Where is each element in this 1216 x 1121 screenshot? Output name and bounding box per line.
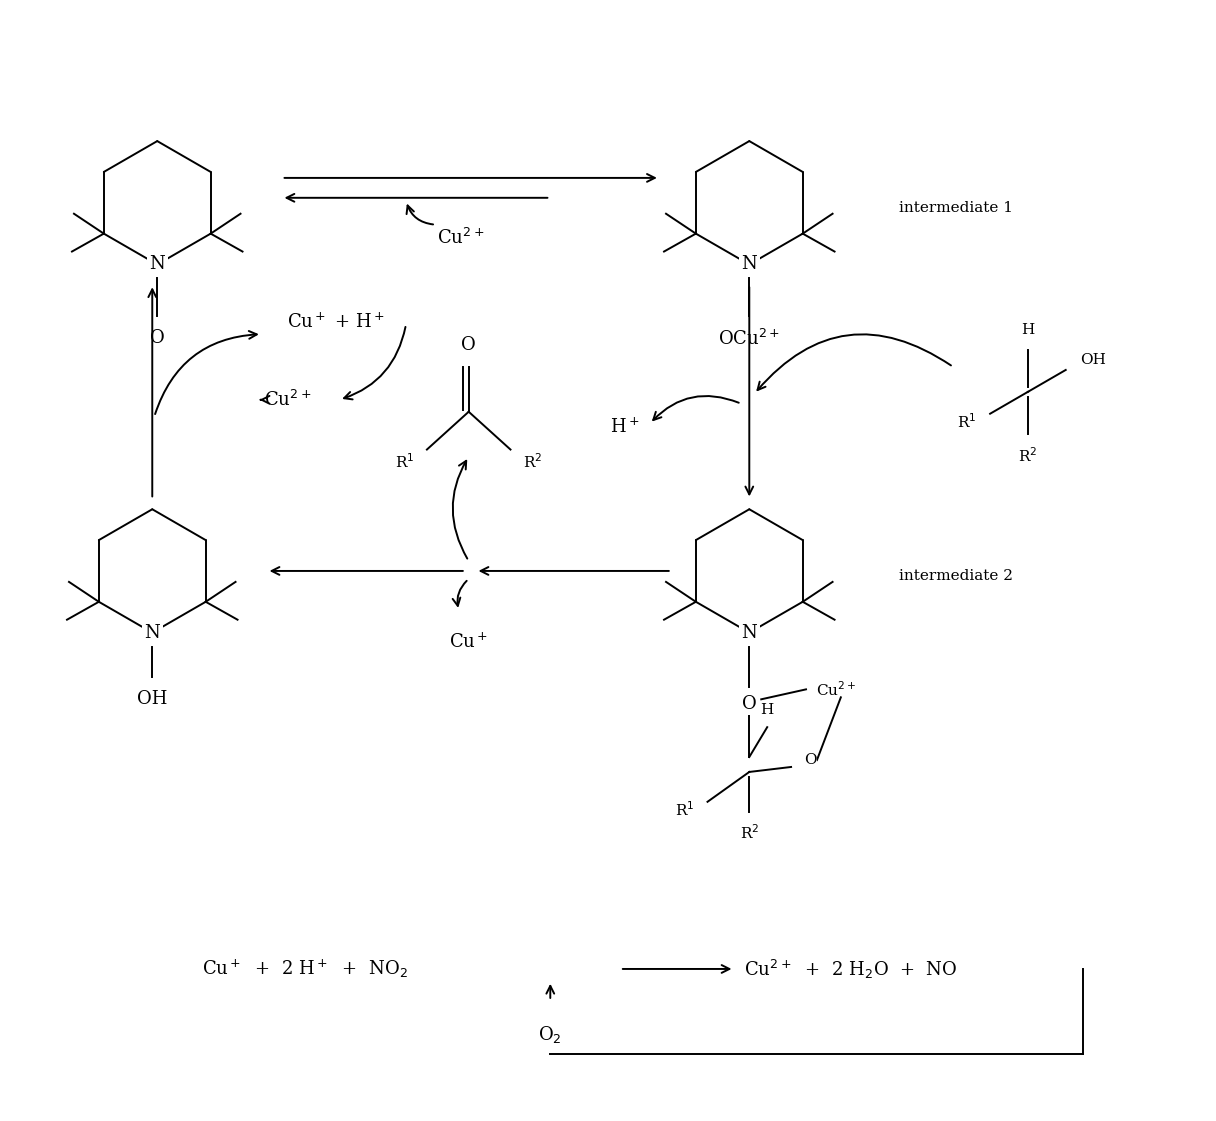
Text: N: N	[150, 256, 165, 274]
Text: H: H	[760, 703, 773, 717]
Text: R$^2$: R$^2$	[739, 824, 759, 842]
Text: H$^+$: H$^+$	[610, 417, 640, 436]
Text: intermediate 2: intermediate 2	[899, 569, 1013, 583]
Text: R$^2$: R$^2$	[1018, 446, 1037, 465]
Text: R$^1$: R$^1$	[957, 413, 976, 432]
Text: OH: OH	[137, 691, 168, 708]
Text: N: N	[145, 623, 161, 641]
Text: N: N	[742, 256, 758, 274]
Text: Cu$^{2+}$: Cu$^{2+}$	[264, 390, 311, 410]
Text: H: H	[1021, 323, 1035, 337]
Text: R$^2$: R$^2$	[523, 452, 542, 471]
Text: Cu$^+$  +  2 H$^+$  +  NO$_2$: Cu$^+$ + 2 H$^+$ + NO$_2$	[202, 957, 407, 980]
Text: O$_2$: O$_2$	[539, 1023, 562, 1045]
Text: N: N	[742, 623, 758, 641]
Text: R$^1$: R$^1$	[395, 452, 413, 471]
Text: O: O	[150, 330, 164, 348]
Text: OH: OH	[1080, 353, 1105, 367]
Text: Cu$^{2+}$  +  2 H$_2$O  +  NO: Cu$^{2+}$ + 2 H$_2$O + NO	[744, 957, 958, 981]
Text: O: O	[461, 336, 477, 354]
Text: R$^1$: R$^1$	[675, 800, 694, 819]
Text: OCu$^{2+}$: OCu$^{2+}$	[719, 330, 781, 350]
Text: Cu$^+$: Cu$^+$	[449, 632, 489, 652]
Text: intermediate 1: intermediate 1	[899, 201, 1013, 215]
Text: O: O	[742, 695, 756, 713]
Text: O: O	[804, 753, 817, 767]
Text: Cu$^{2+}$: Cu$^{2+}$	[816, 680, 856, 698]
Text: Cu$^+$ + H$^+$: Cu$^+$ + H$^+$	[287, 313, 384, 332]
Text: Cu$^{2+}$: Cu$^{2+}$	[437, 228, 484, 248]
